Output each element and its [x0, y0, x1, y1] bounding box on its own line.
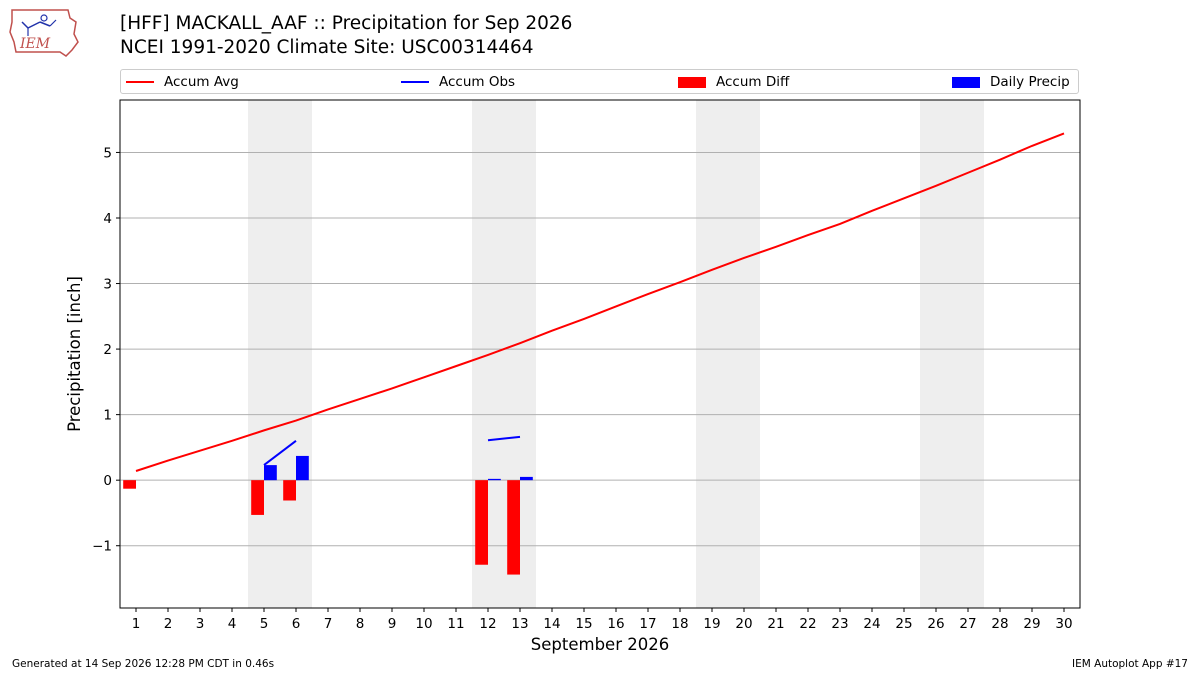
x-tick-label: 27 [959, 616, 976, 632]
y-axis-label: Precipitation [inch] [65, 276, 84, 432]
legend-label-diff: Accum Diff [716, 74, 790, 90]
x-tick-label: 13 [511, 616, 528, 632]
x-tick-label: 23 [831, 616, 848, 632]
x-tick-label: 19 [703, 616, 720, 632]
daily-precip-bar [488, 478, 501, 481]
plot-frame [119, 99, 1081, 609]
x-tick-label: 10 [415, 616, 432, 632]
chart-title: [HFF] MACKALL_AAF :: Precipitation for S… [120, 13, 573, 34]
generated-note: Generated at 14 Sep 2026 12:28 PM CDT in… [12, 658, 275, 670]
x-tick-label: 5 [260, 616, 269, 632]
x-tick-label: 9 [388, 616, 397, 632]
x-tick-label: 2 [164, 616, 173, 632]
legend-label-avg: Accum Avg [164, 74, 239, 90]
accum-avg-line [135, 132, 1065, 472]
x-axis-label: September 2026 [531, 635, 669, 654]
x-tick-label: 21 [767, 616, 784, 632]
legend-swatch-avg [126, 81, 154, 83]
weekend-band [248, 100, 312, 608]
x-tick-label: 3 [196, 616, 205, 632]
legend-item-avg: Accum Avg [126, 73, 239, 91]
daily-precip-bar [296, 455, 309, 481]
accum-diff-bar [123, 480, 136, 489]
chart-subtitle: NCEI 1991-2020 Climate Site: USC00314464 [120, 37, 534, 58]
x-tick-label: 8 [356, 616, 365, 632]
x-tick-label: 26 [927, 616, 944, 632]
accum-diff-bar [283, 480, 296, 501]
x-tick-label: 20 [735, 616, 752, 632]
accum-obs-line [487, 435, 521, 442]
legend-swatch-daily [952, 76, 980, 88]
iem-logo: IEM [9, 9, 79, 57]
legend-item-daily: Daily Precip [952, 73, 1070, 91]
x-tick-label: 4 [228, 616, 237, 632]
y-tick-label: −1 [92, 539, 112, 555]
legend-label-daily: Daily Precip [990, 74, 1070, 90]
daily-precip-bar [264, 465, 277, 481]
x-tick-label: 29 [1023, 616, 1040, 632]
x-tick-label: 16 [607, 616, 624, 632]
y-tick-label: 2 [103, 342, 112, 358]
x-tick-label: 7 [324, 616, 333, 632]
accum-diff-bar [251, 480, 264, 515]
weekend-band [920, 100, 984, 608]
x-tick-label: 28 [991, 616, 1008, 632]
x-tick-label: 12 [479, 616, 496, 632]
accum-diff-bar [475, 480, 488, 565]
x-tick-label: 30 [1055, 616, 1072, 632]
x-tick-label: 11 [447, 616, 464, 632]
y-tick-label: 1 [103, 408, 112, 424]
app-note: IEM Autoplot App #17 [1072, 658, 1188, 670]
accum-diff-bar [507, 480, 520, 575]
x-tick-label: 17 [639, 616, 656, 632]
x-tick-label: 1 [132, 616, 141, 632]
legend-swatch-obs [401, 81, 429, 83]
y-tick-label: 3 [103, 277, 112, 293]
x-tick-label: 15 [575, 616, 592, 632]
x-tick-label: 24 [863, 616, 880, 632]
x-tick-label: 6 [292, 616, 301, 632]
legend-swatch-diff [678, 76, 706, 88]
legend-label-obs: Accum Obs [439, 74, 516, 90]
weekend-band [696, 100, 760, 608]
x-tick-label: 22 [799, 616, 816, 632]
y-tick-label: 4 [103, 211, 112, 227]
x-tick-label: 14 [543, 616, 560, 632]
legend-item-diff: Accum Diff [678, 73, 789, 91]
daily-precip-bar [520, 476, 533, 481]
y-tick-label: 0 [103, 473, 112, 489]
y-tick-label: 5 [103, 145, 112, 161]
x-tick-label: 18 [671, 616, 688, 632]
x-tick-label: 25 [895, 616, 912, 632]
legend-item-obs: Accum Obs [401, 73, 515, 91]
legend: Accum Avg Accum Obs Accum Diff Daily Pre… [120, 69, 1079, 94]
logo-text: IEM [19, 36, 51, 52]
accum-obs-line [263, 440, 297, 466]
